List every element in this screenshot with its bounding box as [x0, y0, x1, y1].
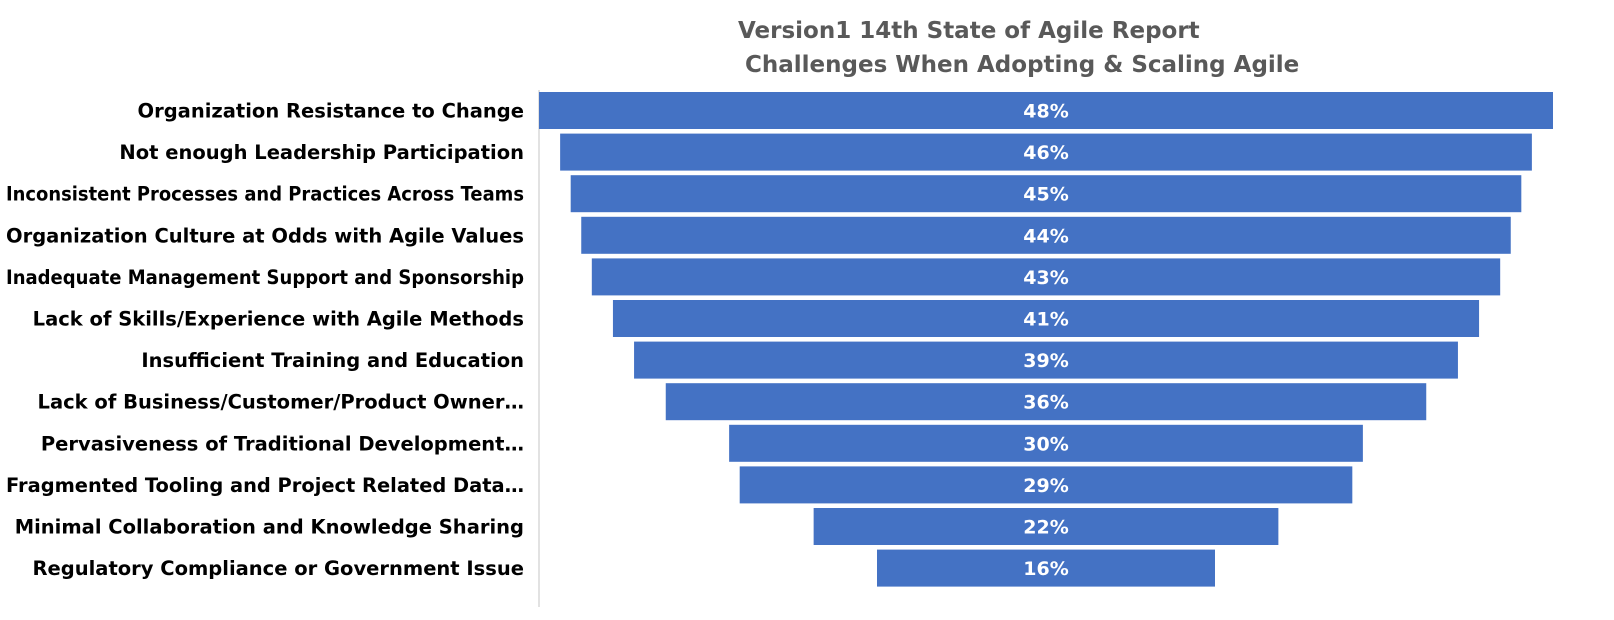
value-label-12: 16% — [1023, 558, 1068, 580]
bar-1 — [539, 92, 1553, 129]
category-label-12: Regulatory Compliance or Government Issu… — [33, 557, 524, 580]
bar-3 — [570, 175, 1522, 213]
bar-4 — [581, 216, 1511, 254]
bar-5 — [591, 258, 1501, 296]
value-labels: 48% 46% 45% 44% 43% 41% 39% 36% 30% 29% 22% 16% — [1023, 101, 1068, 581]
category-label-9: Pervasiveness of Traditional Development… — [41, 432, 524, 455]
chart-title: Version1 14th State of Agile Report — [738, 18, 1200, 44]
category-label-3: Inconsistent Processes and Practices Acr… — [6, 183, 524, 206]
category-label-6: Lack of Skills/Experience with Agile Met… — [33, 308, 524, 331]
bars-group — [539, 92, 1553, 587]
category-labels: Organization Resistance to Change Not eno… — [6, 100, 524, 581]
bar-2 — [560, 133, 1532, 171]
category-label-5: Inadequate Management Support and Sponso… — [6, 266, 524, 289]
bar-10 — [739, 466, 1353, 504]
category-label-10: Fragmented Tooling and Project Related D… — [6, 474, 524, 497]
value-label-9: 30% — [1023, 433, 1068, 455]
chart-subtitle: Challenges When Adopting & Scaling Agile — [745, 52, 1300, 78]
value-label-11: 22% — [1023, 517, 1068, 539]
category-label-1: Organization Resistance to Change — [138, 100, 524, 123]
bar-6 — [612, 300, 1480, 337]
category-label-4: Organization Culture at Odds with Agile … — [6, 224, 524, 247]
bar-9 — [729, 424, 1363, 462]
chart-title-block: Version1 14th State of Agile Report Chal… — [540, 14, 1440, 82]
value-label-2: 46% — [1023, 142, 1068, 164]
value-label-10: 29% — [1023, 475, 1068, 497]
bar-8 — [665, 383, 1427, 421]
value-label-1: 48% — [1023, 101, 1068, 123]
bar-7 — [634, 341, 1458, 379]
category-label-7: Insufficient Training and Education — [141, 349, 524, 372]
value-label-7: 39% — [1023, 350, 1068, 372]
value-label-4: 44% — [1023, 225, 1068, 247]
value-label-8: 36% — [1023, 392, 1068, 414]
category-label-8: Lack of Business/Customer/Product Owner… — [38, 391, 524, 414]
category-label-11: Minimal Collaboration and Knowledge Shar… — [15, 516, 524, 539]
value-label-3: 45% — [1023, 184, 1068, 206]
value-label-5: 43% — [1023, 267, 1068, 289]
bar-12 — [877, 549, 1215, 587]
category-label-2: Not enough Leadership Participation — [119, 141, 524, 164]
bar-11 — [813, 508, 1279, 545]
value-label-6: 41% — [1023, 309, 1068, 331]
